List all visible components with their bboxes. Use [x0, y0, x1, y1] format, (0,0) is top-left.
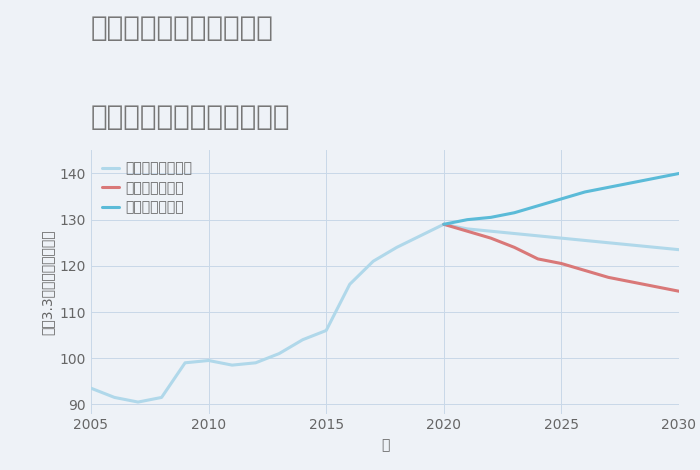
ノーマルシナリオ: [604, 240, 612, 245]
バッドシナリオ: [675, 289, 683, 294]
ノーマルシナリオ: [628, 242, 636, 248]
ノーマルシナリオ: [651, 244, 659, 250]
ノーマルシナリオ: [369, 258, 377, 264]
ノーマルシナリオ: [533, 233, 542, 239]
ノーマルシナリオ: [134, 399, 142, 405]
ノーマルシナリオ: [581, 238, 589, 243]
ノーマルシナリオ: [181, 360, 189, 366]
ノーマルシナリオ: [251, 360, 260, 366]
バッドシナリオ: [628, 279, 636, 285]
グッドシナリオ: [581, 189, 589, 195]
ノーマルシナリオ: [440, 221, 448, 227]
バッドシナリオ: [486, 235, 495, 241]
ノーマルシナリオ: [510, 231, 519, 236]
ノーマルシナリオ: [416, 233, 424, 239]
ノーマルシナリオ: [298, 337, 307, 343]
グッドシナリオ: [486, 214, 495, 220]
ノーマルシナリオ: [346, 282, 354, 287]
X-axis label: 年: 年: [381, 438, 389, 452]
Line: ノーマルシナリオ: ノーマルシナリオ: [91, 224, 679, 402]
Text: 中古マンションの価格推移: 中古マンションの価格推移: [91, 103, 290, 132]
ノーマルシナリオ: [486, 228, 495, 234]
バッドシナリオ: [440, 221, 448, 227]
バッドシナリオ: [510, 244, 519, 250]
ノーマルシナリオ: [275, 351, 284, 356]
Y-axis label: 坪（3.3㎡）単価（万円）: 坪（3.3㎡）単価（万円）: [40, 229, 54, 335]
グッドシナリオ: [604, 185, 612, 190]
Text: 兵庫県姫路市勝原区丁の: 兵庫県姫路市勝原区丁の: [91, 14, 274, 42]
ノーマルシナリオ: [322, 328, 330, 333]
グッドシナリオ: [533, 203, 542, 209]
Line: バッドシナリオ: バッドシナリオ: [444, 224, 679, 291]
ノーマルシナリオ: [158, 395, 166, 400]
グッドシナリオ: [628, 180, 636, 186]
Line: グッドシナリオ: グッドシナリオ: [444, 173, 679, 224]
ノーマルシナリオ: [111, 395, 119, 400]
バッドシナリオ: [533, 256, 542, 262]
ノーマルシナリオ: [393, 244, 401, 250]
グッドシナリオ: [557, 196, 566, 202]
ノーマルシナリオ: [557, 235, 566, 241]
グッドシナリオ: [510, 210, 519, 216]
ノーマルシナリオ: [228, 362, 237, 368]
Legend: ノーマルシナリオ, バッドシナリオ, グッドシナリオ: ノーマルシナリオ, バッドシナリオ, グッドシナリオ: [98, 157, 197, 219]
グッドシナリオ: [463, 217, 472, 222]
バッドシナリオ: [651, 284, 659, 290]
ノーマルシナリオ: [463, 226, 472, 232]
グッドシナリオ: [651, 175, 659, 181]
バッドシナリオ: [581, 267, 589, 273]
グッドシナリオ: [440, 221, 448, 227]
ノーマルシナリオ: [204, 358, 213, 363]
ノーマルシナリオ: [675, 247, 683, 252]
バッドシナリオ: [557, 261, 566, 266]
バッドシナリオ: [463, 228, 472, 234]
ノーマルシナリオ: [87, 385, 95, 391]
バッドシナリオ: [604, 274, 612, 280]
グッドシナリオ: [675, 171, 683, 176]
